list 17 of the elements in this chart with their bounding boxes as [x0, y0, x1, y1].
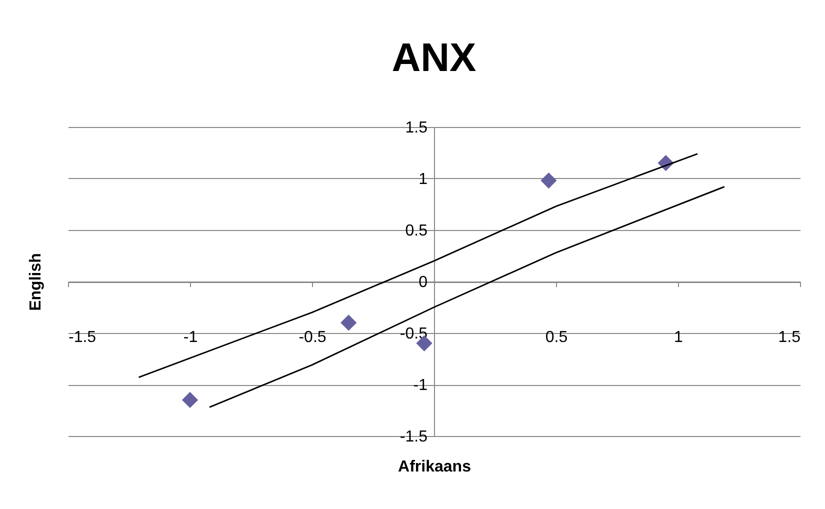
x-axis-title: Afrikaans	[398, 458, 472, 476]
x-tick-label: -0.5	[298, 329, 326, 346]
y-tick-label: 0.5	[405, 222, 428, 240]
y-axis-title: English	[28, 253, 44, 311]
y-tick-label: -1.5	[400, 428, 428, 446]
y-tick-label: 1.5	[405, 120, 428, 136]
y-tick-label: 1	[418, 171, 428, 188]
y-tick-label: 0	[418, 274, 428, 291]
y-tick-label: -1	[413, 377, 428, 394]
x-tick-label: -1	[183, 329, 198, 346]
x-tick-label: 1.5	[778, 329, 801, 346]
x-tick-label: -1.5	[68, 329, 96, 346]
x-tick-label: 0.5	[545, 329, 568, 346]
chart-title: ANX	[392, 36, 477, 80]
line-series	[138, 153, 698, 378]
x-tick-label: 1	[674, 329, 684, 346]
line-series	[208, 186, 726, 408]
